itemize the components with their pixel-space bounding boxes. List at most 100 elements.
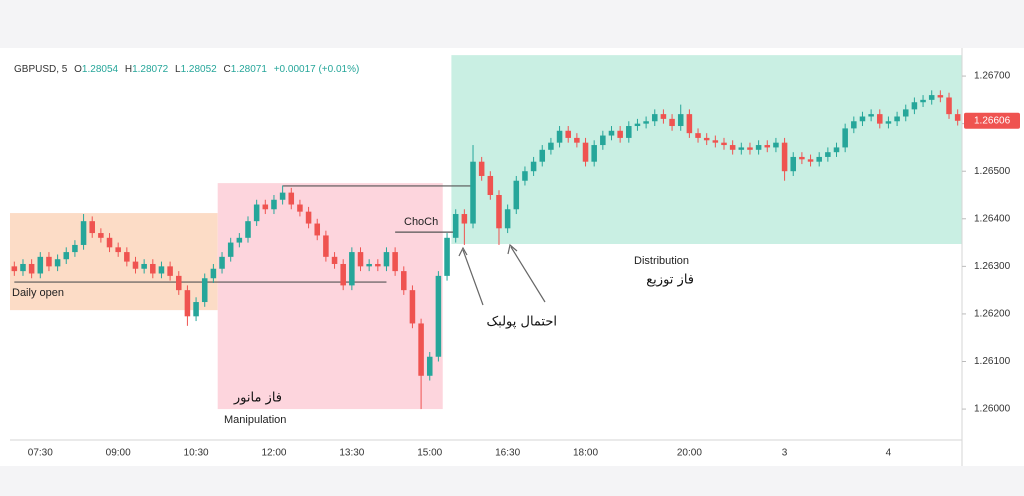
candle-body: [141, 263, 147, 269]
candle-body: [539, 149, 546, 162]
candle-body: [331, 256, 338, 264]
candle-body: [124, 252, 130, 262]
legend-key: C: [224, 64, 231, 75]
candle-body: [928, 95, 935, 100]
candle-body: [444, 237, 450, 276]
annotation: Daily open: [12, 287, 64, 299]
candle-body: [11, 266, 18, 272]
candle-body: [894, 116, 900, 122]
candle-body: [46, 256, 52, 267]
y-tick-label: 1.26700: [974, 71, 1011, 82]
legend-key: L: [175, 64, 181, 75]
candle-body: [790, 156, 797, 172]
candle-body: [703, 137, 710, 141]
y-tick-label: 1.26000: [974, 404, 1011, 415]
candle-body: [773, 142, 779, 148]
candle-body: [63, 252, 70, 260]
candle-body: [565, 130, 571, 138]
annotation: فاز توزیع: [646, 273, 694, 288]
y-tick-label: 1.26100: [974, 356, 1011, 367]
annotation: Manipulation: [224, 414, 286, 426]
candle-body: [755, 145, 762, 150]
candle-body: [305, 211, 312, 224]
arrow-head: [507, 243, 518, 255]
candle-body: [747, 147, 753, 150]
candle-body: [807, 159, 814, 162]
candle-body: [219, 256, 225, 269]
candle-body: [314, 223, 321, 236]
candle-body: [132, 261, 139, 269]
candle-body: [617, 130, 623, 138]
candle-body: [686, 114, 693, 134]
candle-body: [729, 145, 736, 150]
candle-body: [643, 121, 649, 124]
candle-body: [401, 271, 407, 291]
candle-body: [626, 126, 632, 138]
candle-body: [409, 290, 416, 324]
annotation: فاز مانور: [233, 391, 282, 406]
y-tick-label: 1.26200: [974, 309, 1011, 320]
x-tick-label: 13:30: [339, 448, 364, 459]
candle-body: [470, 161, 476, 224]
candle-body: [418, 323, 424, 376]
candle-body: [357, 252, 364, 267]
candle-body: [548, 142, 554, 150]
candle-body: [80, 221, 87, 245]
last-price-label: 1.26606: [974, 115, 1011, 126]
candle-body: [660, 114, 667, 119]
candle-body: [106, 237, 113, 248]
legend-value: 1.28071: [231, 64, 268, 75]
zone: [10, 213, 218, 311]
candle-body: [271, 199, 277, 210]
candle-body: [262, 204, 269, 210]
legend-key: H: [125, 64, 132, 75]
candle-body: [193, 302, 199, 317]
candle-body: [859, 116, 866, 122]
candle-body: [816, 156, 822, 162]
x-tick-label: 09:00: [106, 448, 131, 459]
candle-body: [98, 233, 104, 238]
candle-body: [115, 247, 121, 253]
candle-body: [721, 142, 727, 146]
annotation: ChoCh: [404, 216, 438, 228]
candle-body: [513, 180, 520, 210]
candle-body: [20, 263, 26, 272]
candle-body: [556, 130, 563, 143]
candle-body: [288, 192, 295, 205]
candle-body: [323, 235, 329, 257]
candle-body: [799, 156, 805, 160]
candle-body: [158, 266, 165, 274]
candle-body: [72, 244, 78, 253]
arrow-head: [458, 246, 468, 257]
candle-body: [868, 114, 874, 117]
candle-body: [175, 275, 182, 291]
candle-body: [245, 221, 251, 238]
candle-body: [340, 263, 346, 286]
candle-body: [487, 175, 494, 195]
candle-body: [227, 242, 234, 257]
annotation: احتمال پولبک: [487, 315, 557, 330]
candle-body: [954, 114, 961, 121]
x-tick-label: 10:30: [184, 448, 209, 459]
x-tick-label: 12:00: [261, 448, 286, 459]
candle-body: [842, 128, 848, 148]
candle-body: [452, 214, 459, 238]
candle-body: [582, 142, 589, 162]
candle-body: [591, 145, 597, 162]
candle-body: [28, 263, 35, 274]
candle-body: [825, 152, 831, 157]
candle-body: [349, 252, 355, 286]
candle-body: [426, 356, 433, 376]
x-tick-label: 15:00: [417, 448, 442, 459]
candle-body: [435, 275, 442, 357]
x-tick-label: 16:30: [495, 448, 520, 459]
legend-value: 1.28052: [181, 64, 218, 75]
candle-body: [478, 161, 485, 176]
candle-body: [89, 221, 95, 234]
y-tick-label: 1.26300: [974, 261, 1011, 272]
x-tick-label: 20:00: [677, 448, 702, 459]
candle-body: [150, 263, 156, 274]
candle-body: [236, 237, 243, 243]
candle-body: [392, 252, 398, 272]
legend-change: +0.00017 (+0.01%): [274, 64, 360, 75]
